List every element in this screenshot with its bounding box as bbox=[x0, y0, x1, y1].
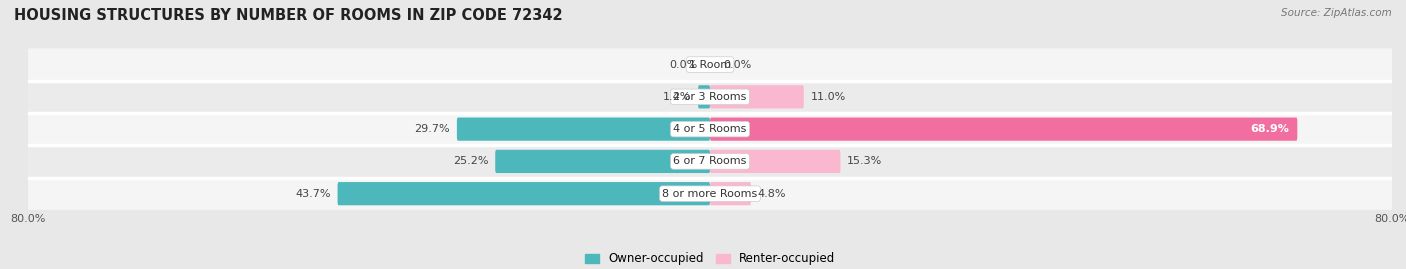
Text: Source: ZipAtlas.com: Source: ZipAtlas.com bbox=[1281, 8, 1392, 18]
Text: 8 or more Rooms: 8 or more Rooms bbox=[662, 189, 758, 199]
FancyBboxPatch shape bbox=[28, 145, 1392, 178]
FancyBboxPatch shape bbox=[710, 182, 751, 205]
Legend: Owner-occupied, Renter-occupied: Owner-occupied, Renter-occupied bbox=[585, 252, 835, 265]
Text: 15.3%: 15.3% bbox=[848, 156, 883, 167]
FancyBboxPatch shape bbox=[710, 85, 804, 108]
Text: 29.7%: 29.7% bbox=[415, 124, 450, 134]
Text: 1.4%: 1.4% bbox=[662, 92, 692, 102]
Text: 2 or 3 Rooms: 2 or 3 Rooms bbox=[673, 92, 747, 102]
FancyBboxPatch shape bbox=[710, 150, 841, 173]
Text: 1 Room: 1 Room bbox=[689, 59, 731, 70]
FancyBboxPatch shape bbox=[28, 113, 1392, 145]
Text: 43.7%: 43.7% bbox=[295, 189, 330, 199]
FancyBboxPatch shape bbox=[710, 118, 1298, 141]
Text: 68.9%: 68.9% bbox=[1250, 124, 1289, 134]
Text: 25.2%: 25.2% bbox=[453, 156, 488, 167]
FancyBboxPatch shape bbox=[28, 48, 1392, 81]
Text: HOUSING STRUCTURES BY NUMBER OF ROOMS IN ZIP CODE 72342: HOUSING STRUCTURES BY NUMBER OF ROOMS IN… bbox=[14, 8, 562, 23]
Text: 4.8%: 4.8% bbox=[758, 189, 786, 199]
FancyBboxPatch shape bbox=[337, 182, 710, 205]
FancyBboxPatch shape bbox=[699, 85, 710, 108]
Text: 0.0%: 0.0% bbox=[669, 59, 697, 70]
FancyBboxPatch shape bbox=[28, 178, 1392, 210]
FancyBboxPatch shape bbox=[28, 81, 1392, 113]
FancyBboxPatch shape bbox=[495, 150, 710, 173]
FancyBboxPatch shape bbox=[457, 118, 710, 141]
Text: 6 or 7 Rooms: 6 or 7 Rooms bbox=[673, 156, 747, 167]
Text: 11.0%: 11.0% bbox=[811, 92, 846, 102]
Text: 4 or 5 Rooms: 4 or 5 Rooms bbox=[673, 124, 747, 134]
Text: 0.0%: 0.0% bbox=[723, 59, 751, 70]
